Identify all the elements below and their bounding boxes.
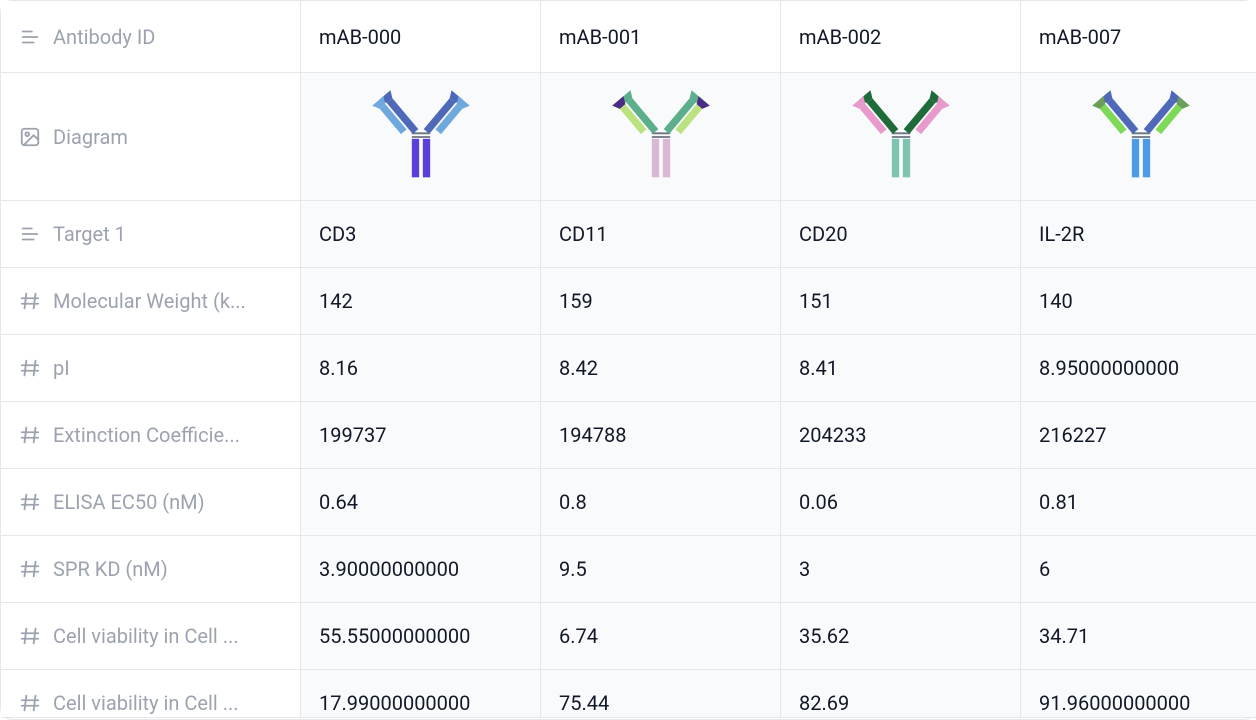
row-header-target1[interactable]: Target 1 <box>1 201 301 268</box>
table-cell[interactable]: mAB-002 <box>781 1 1021 73</box>
table-cell[interactable]: IL-2R <box>1021 201 1256 268</box>
table-cell[interactable]: 8.42 <box>541 335 781 402</box>
table-cell[interactable]: mAB-007 <box>1021 1 1256 73</box>
diagram-cell[interactable] <box>301 73 541 201</box>
number-field-icon <box>19 692 41 714</box>
row-header-extinction-coeff[interactable]: Extinction Coefficie... <box>1 402 301 469</box>
table-cell[interactable]: 3.90000000000 <box>301 536 541 603</box>
row-header-label: Cell viability in Cell ... <box>53 691 239 715</box>
table-cell[interactable]: 142 <box>301 268 541 335</box>
table-cell[interactable]: 199737 <box>301 402 541 469</box>
row-header-label: Cell viability in Cell ... <box>53 624 239 648</box>
row-header-spr-kd[interactable]: SPR KD (nM) <box>1 536 301 603</box>
row-header-cell-viability-b[interactable]: Cell viability in Cell ... <box>1 670 301 718</box>
text-field-icon <box>19 223 41 245</box>
table-cell[interactable]: 159 <box>541 268 781 335</box>
row-header-label: Molecular Weight (k... <box>53 289 246 313</box>
row-header-cell-viability-a[interactable]: Cell viability in Cell ... <box>1 603 301 670</box>
table-cell[interactable]: CD20 <box>781 201 1021 268</box>
table-cell[interactable]: CD11 <box>541 201 781 268</box>
table-cell[interactable]: CD3 <box>301 201 541 268</box>
image-field-icon <box>19 126 41 148</box>
row-header-pi[interactable]: pI <box>1 335 301 402</box>
row-header-antibody-id[interactable]: Antibody ID <box>1 1 301 73</box>
table-cell[interactable]: 204233 <box>781 402 1021 469</box>
table-cell[interactable]: 75.44 <box>541 670 781 718</box>
table-cell[interactable]: 0.06 <box>781 469 1021 536</box>
number-field-icon <box>19 491 41 513</box>
antibody-icon <box>366 82 476 192</box>
antibody-icon <box>606 82 716 192</box>
row-header-label: ELISA EC50 (nM) <box>53 490 205 514</box>
table-cell[interactable]: mAB-000 <box>301 1 541 73</box>
row-header-diagram[interactable]: Diagram <box>1 73 301 201</box>
number-field-icon <box>19 290 41 312</box>
data-table: Antibody ID mAB-000 mAB-001 mAB-002 mAB-… <box>1 1 1255 718</box>
row-header-label: Target 1 <box>53 222 126 246</box>
table-cell[interactable]: 8.95000000000 <box>1021 335 1256 402</box>
number-field-icon <box>19 625 41 647</box>
antibody-icon <box>846 82 956 192</box>
table-cell[interactable]: 34.71 <box>1021 603 1256 670</box>
table-cell[interactable]: 0.81 <box>1021 469 1256 536</box>
table-cell[interactable]: 0.8 <box>541 469 781 536</box>
table-cell[interactable]: 17.99000000000 <box>301 670 541 718</box>
row-header-label: Extinction Coefficie... <box>53 423 240 447</box>
table-cell[interactable]: 55.55000000000 <box>301 603 541 670</box>
table-cell[interactable]: 3 <box>781 536 1021 603</box>
row-header-label: pI <box>53 356 70 380</box>
table-cell[interactable]: mAB-001 <box>541 1 781 73</box>
table-cell[interactable]: 9.5 <box>541 536 781 603</box>
diagram-cell[interactable] <box>541 73 781 201</box>
table-cell[interactable]: 91.96000000000 <box>1021 670 1256 718</box>
antibody-icon <box>1086 82 1196 192</box>
table-cell[interactable]: 8.41 <box>781 335 1021 402</box>
number-field-icon <box>19 357 41 379</box>
row-header-label: SPR KD (nM) <box>53 557 168 581</box>
table-cell[interactable]: 6.74 <box>541 603 781 670</box>
row-header-elisa-ec50[interactable]: ELISA EC50 (nM) <box>1 469 301 536</box>
table-cell[interactable]: 35.62 <box>781 603 1021 670</box>
table-cell[interactable]: 194788 <box>541 402 781 469</box>
row-header-label: Diagram <box>53 125 128 149</box>
table-cell[interactable]: 0.64 <box>301 469 541 536</box>
table-cell[interactable]: 140 <box>1021 268 1256 335</box>
table-cell[interactable]: 151 <box>781 268 1021 335</box>
number-field-icon <box>19 424 41 446</box>
table-cell[interactable]: 6 <box>1021 536 1256 603</box>
row-header-molecular-weight[interactable]: Molecular Weight (k... <box>1 268 301 335</box>
table-cell[interactable]: 8.16 <box>301 335 541 402</box>
row-header-label: Antibody ID <box>53 25 155 49</box>
text-field-icon <box>19 26 41 48</box>
diagram-cell[interactable] <box>781 73 1021 201</box>
diagram-cell[interactable] <box>1021 73 1256 201</box>
table-cell[interactable]: 82.69 <box>781 670 1021 718</box>
number-field-icon <box>19 558 41 580</box>
table-cell[interactable]: 216227 <box>1021 402 1256 469</box>
